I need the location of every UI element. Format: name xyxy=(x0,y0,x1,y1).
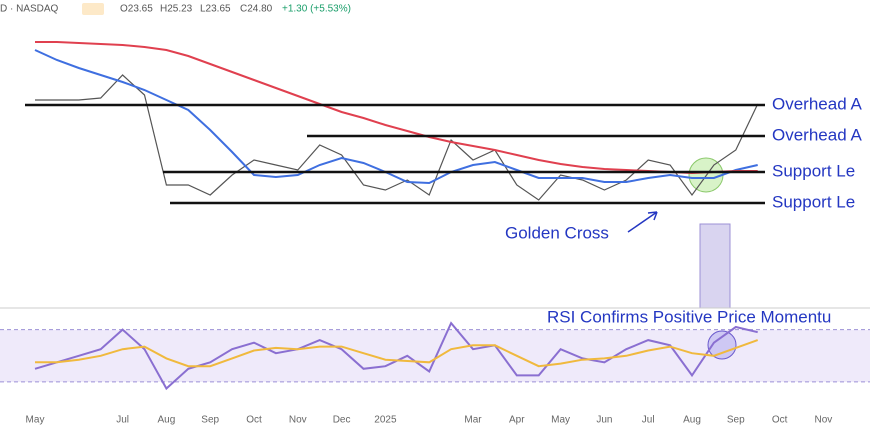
series-line xyxy=(35,74,759,201)
header: D · NASDAQ O23.65 H25.23 L23.65 C24.80 +… xyxy=(0,3,351,15)
x-tick-label: Jul xyxy=(642,415,655,426)
high: H25.23 xyxy=(160,4,193,15)
annotation: RSI Confirms Positive Price Momentu xyxy=(547,307,831,326)
level-label: Support Le xyxy=(772,161,855,180)
series-line xyxy=(34,49,758,185)
x-tick-label: Sep xyxy=(727,415,745,426)
change: +1.30 (+5.53%) xyxy=(282,4,351,15)
x-tick-label: Aug xyxy=(683,415,701,426)
open: O23.65 xyxy=(120,4,153,15)
series-line xyxy=(35,41,758,175)
x-tick-label: Apr xyxy=(509,415,525,426)
low: L23.65 xyxy=(200,4,231,15)
x-tick-label: Oct xyxy=(772,415,788,426)
annotation: Golden Cross xyxy=(505,223,609,242)
x-tick-label: Jul xyxy=(116,415,129,426)
series-line xyxy=(35,339,759,368)
x-tick-label: Oct xyxy=(246,415,262,426)
close: C24.80 xyxy=(240,4,273,15)
x-tick-label: May xyxy=(26,415,45,426)
x-tick-label: Dec xyxy=(333,415,351,426)
symbol: D · NASDAQ xyxy=(0,4,59,15)
volume-highlight xyxy=(699,223,731,309)
icon xyxy=(82,3,104,15)
level-label: Support Le xyxy=(772,192,855,211)
x-tick-label: Nov xyxy=(815,415,833,426)
x-tick-label: May xyxy=(551,415,570,426)
x-tick-label: Sep xyxy=(201,415,219,426)
x-tick-label: 2025 xyxy=(374,415,397,426)
x-tick-label: Aug xyxy=(158,415,176,426)
arrow xyxy=(627,211,658,233)
x-tick-label: Jun xyxy=(596,415,612,426)
rsi-highlight xyxy=(707,330,737,360)
level-label: Overhead A xyxy=(772,125,862,144)
x-tick-label: Mar xyxy=(464,415,482,426)
x-tick-label: Nov xyxy=(289,415,307,426)
level-label: Overhead A xyxy=(772,94,862,113)
